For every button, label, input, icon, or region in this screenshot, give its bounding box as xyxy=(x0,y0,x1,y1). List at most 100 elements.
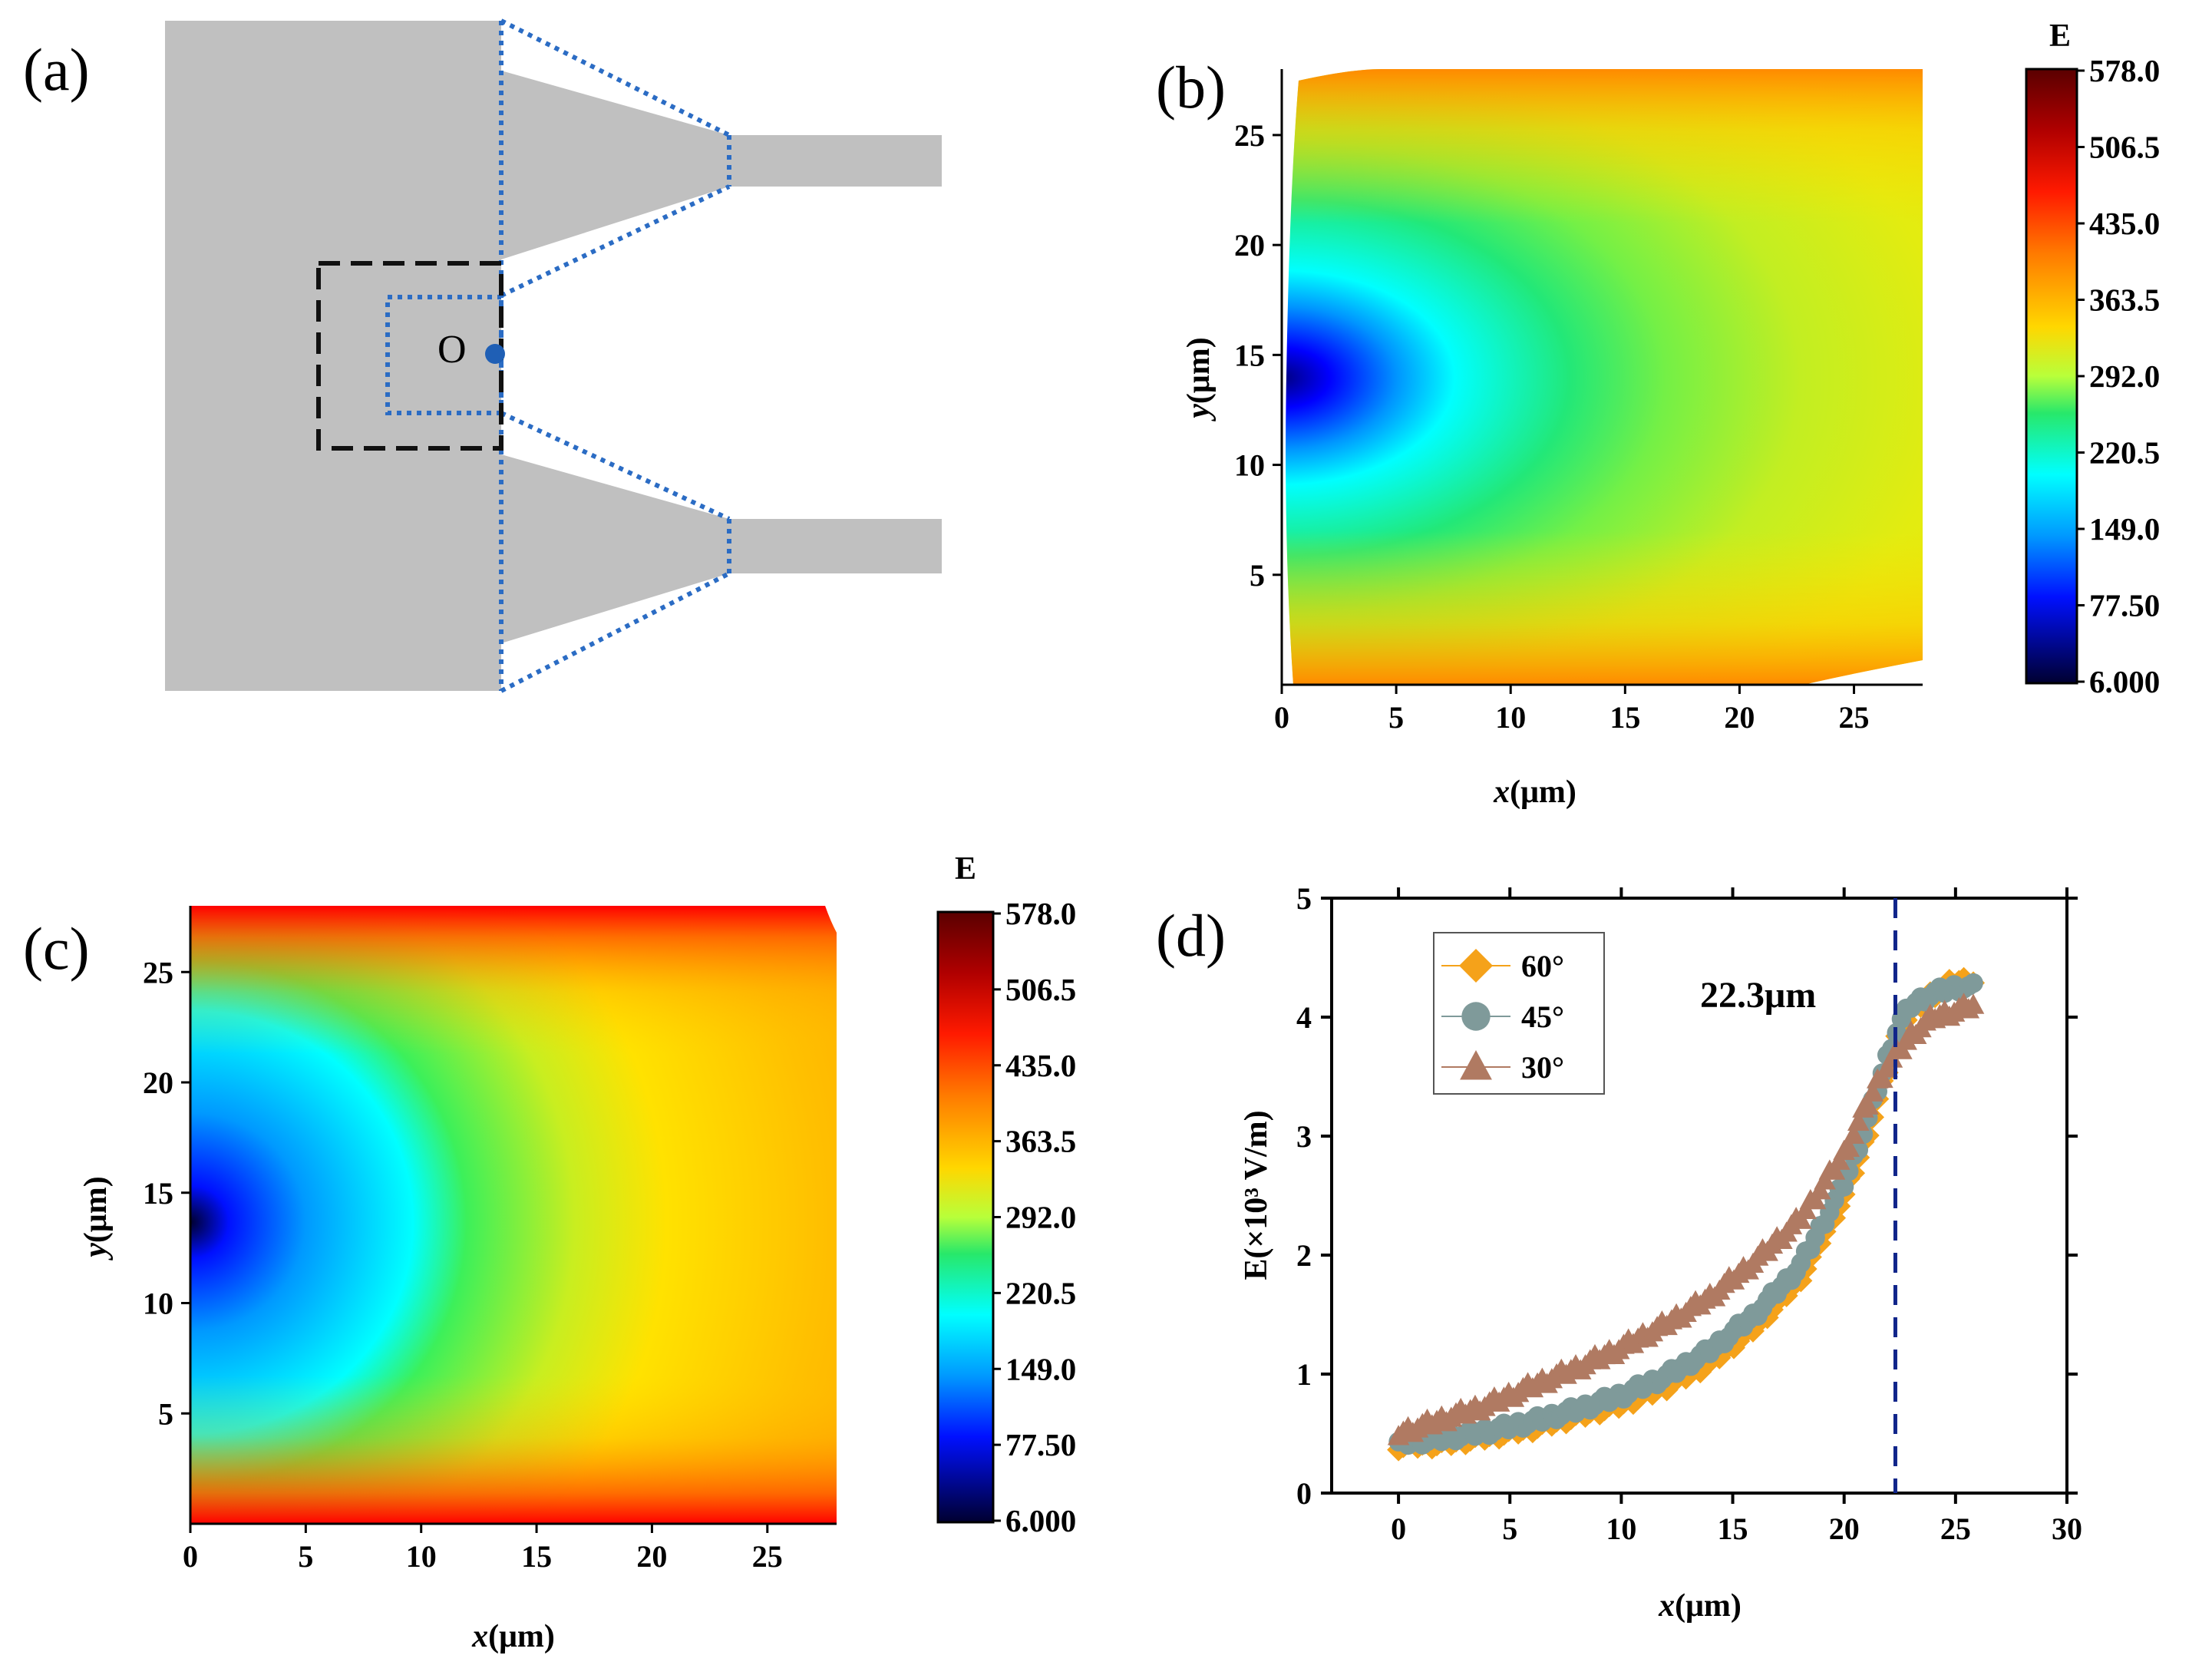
colorbar-tick-label: 506.5 xyxy=(2089,130,2160,165)
series-2-point xyxy=(1861,1081,1884,1102)
y-tick-label: 25 xyxy=(1234,118,1265,153)
legend-box xyxy=(1433,932,1605,1095)
panel-b: (b) 0 5 10 15 20 25 5 10 15 20 25 x(μm) y(μm) E 57… xyxy=(1156,18,2160,810)
x-tick-label: 25 xyxy=(1839,700,1870,735)
x-axis-title-b: x(μm) xyxy=(1493,775,1576,810)
y-tick-label: 3 xyxy=(1296,1119,1312,1154)
colorbar-tick-label: 149.0 xyxy=(1005,1351,1076,1386)
colorbar-tick-label: 292.0 xyxy=(1005,1200,1076,1235)
panel-label-d: (d) xyxy=(1156,902,1226,969)
upper-tip xyxy=(501,71,729,259)
series-1-point xyxy=(1834,1177,1854,1197)
x-tick-label: 25 xyxy=(1940,1511,1971,1546)
series-2-point xyxy=(1857,1094,1880,1115)
y-tick-label: 2 xyxy=(1296,1238,1312,1273)
x-axis-title-d: x(μm) xyxy=(1658,1588,1742,1624)
x-tick-label: 10 xyxy=(406,1539,437,1574)
x-tick-label: 0 xyxy=(1274,700,1289,735)
series-2-point xyxy=(1842,1123,1865,1145)
heatmap-b xyxy=(1286,69,1923,685)
colorbar-ticks-b: 578.0 506.5 435.0 363.5 292.0 220.5 149.0 77.50… xyxy=(2077,53,2160,699)
colorbar-tick-label: 435.0 xyxy=(1005,1048,1076,1083)
x-tick-label: 15 xyxy=(1609,700,1640,735)
series-2-point xyxy=(1837,1136,1860,1158)
axes-c: 0 5 10 15 20 25 5 10 15 20 25 xyxy=(143,906,837,1574)
panel-a: (a) O xyxy=(23,18,942,693)
y-tick-label: 5 xyxy=(1296,881,1312,916)
legend-marker-0 xyxy=(1459,949,1493,983)
y-tick-label: 1 xyxy=(1296,1357,1312,1392)
x-tick-label: 10 xyxy=(1606,1511,1636,1546)
panel-label-a: (a) xyxy=(23,36,90,103)
x-tick-label: 5 xyxy=(298,1539,313,1574)
threshold-annotation: 22.3μm xyxy=(1700,975,1816,1016)
heatmap-c xyxy=(190,906,837,1524)
colorbar-gradient-c xyxy=(936,910,995,1524)
legend-label-1: 45° xyxy=(1521,999,1564,1034)
origin-point xyxy=(485,344,505,364)
colorbar-tick-label: 292.0 xyxy=(2089,358,2160,394)
y-tick-label: 25 xyxy=(143,955,173,989)
plot-frame-d xyxy=(1330,897,2068,1495)
colorbar-tick-label: 435.0 xyxy=(2089,206,2160,241)
legend-marker-1 xyxy=(1461,1002,1491,1031)
x-axis-title-c: x(μm) xyxy=(471,1619,555,1654)
series-1-point xyxy=(1963,973,1983,993)
x-tick-label: 20 xyxy=(1724,700,1755,735)
series-2 xyxy=(1387,993,1985,1445)
colorbar-tick-label: 578.0 xyxy=(2089,53,2160,88)
colorbar-tick-label: 149.0 xyxy=(2089,511,2160,547)
lower-tip xyxy=(501,454,729,643)
y-tick-label: 15 xyxy=(143,1176,173,1211)
axes-b: 0 5 10 15 20 25 5 10 15 20 25 xyxy=(1234,69,1923,735)
y-axis-title-b: y(μm) xyxy=(1181,337,1217,421)
y-tick-label: 10 xyxy=(143,1287,173,1321)
axes-d: 0 5 10 15 20 25 30 0 1 2 3 4 5 xyxy=(1296,881,2082,1546)
colorbar-tick-label: 578.0 xyxy=(1005,896,1076,931)
y-tick-label: 20 xyxy=(143,1065,173,1100)
panel-label-c: (c) xyxy=(23,915,90,982)
x-tick-label: 0 xyxy=(183,1539,198,1574)
y-tick-label: 5 xyxy=(158,1396,173,1431)
x-tick-label: 5 xyxy=(1502,1511,1517,1546)
x-tick-label: 10 xyxy=(1495,700,1526,735)
colorbar-tick-label: 77.50 xyxy=(1005,1427,1076,1462)
colorbar-c: E 578.0 506.5 435.0 363.5 292.0 220.5 149.0 77.… xyxy=(936,851,1076,1538)
legend-label-0: 60° xyxy=(1521,949,1564,983)
legend-label-2: 30° xyxy=(1521,1050,1564,1085)
series-2-point xyxy=(1871,1067,1893,1089)
series-2-point xyxy=(1847,1110,1870,1131)
origin-label: O xyxy=(437,328,467,372)
legend-items: 60° 45° 30° xyxy=(1441,949,1564,1085)
colorbar-tick-label: 506.5 xyxy=(1005,972,1076,1007)
y-tick-label: 0 xyxy=(1296,1476,1312,1511)
x-tick-label: 20 xyxy=(636,1539,667,1574)
y-tick-label: 20 xyxy=(1234,228,1265,263)
y-axis-title-d: E(×10³ V/m) xyxy=(1239,1110,1274,1280)
upper-channel xyxy=(729,135,942,187)
colorbar-tick-label: 363.5 xyxy=(1005,1124,1076,1159)
x-tick-label: 30 xyxy=(2052,1511,2082,1546)
x-tick-label: 15 xyxy=(521,1539,552,1574)
colorbar-tick-label: 363.5 xyxy=(2089,282,2160,318)
panel-c: (c) 0 5 10 15 20 25 5 10 15 20 25 x(μm) y(μm) E 57… xyxy=(23,851,1076,1654)
colorbar-b: E 578.0 506.5 435.0 363.5 292.0 220.5 149.0 77.… xyxy=(2025,18,2160,699)
colorbar-tick-label: 220.5 xyxy=(1005,1275,1076,1310)
colorbar-gradient-b xyxy=(2025,68,2078,685)
x-tick-label: 25 xyxy=(752,1539,783,1574)
colorbar-tick-label: 6.000 xyxy=(1005,1503,1076,1538)
colorbar-tick-label: 6.000 xyxy=(2089,664,2160,699)
y-tick-label: 4 xyxy=(1296,1000,1312,1035)
colorbar-tick-label: 77.50 xyxy=(2089,588,2160,623)
x-tick-label: 5 xyxy=(1388,700,1404,735)
electrode-body xyxy=(165,21,501,691)
x-tick-label: 20 xyxy=(1829,1511,1860,1546)
colorbar-ticks-c: 578.0 506.5 435.0 363.5 292.0 220.5 149.0 77.50… xyxy=(993,896,1076,1538)
y-tick-label: 5 xyxy=(1250,558,1265,593)
panel-label-b: (b) xyxy=(1156,54,1226,121)
legend-d: 60° 45° 30° xyxy=(1433,932,1605,1095)
y-axis-title-c: y(μm) xyxy=(78,1176,114,1260)
y-tick-label: 15 xyxy=(1234,338,1265,372)
